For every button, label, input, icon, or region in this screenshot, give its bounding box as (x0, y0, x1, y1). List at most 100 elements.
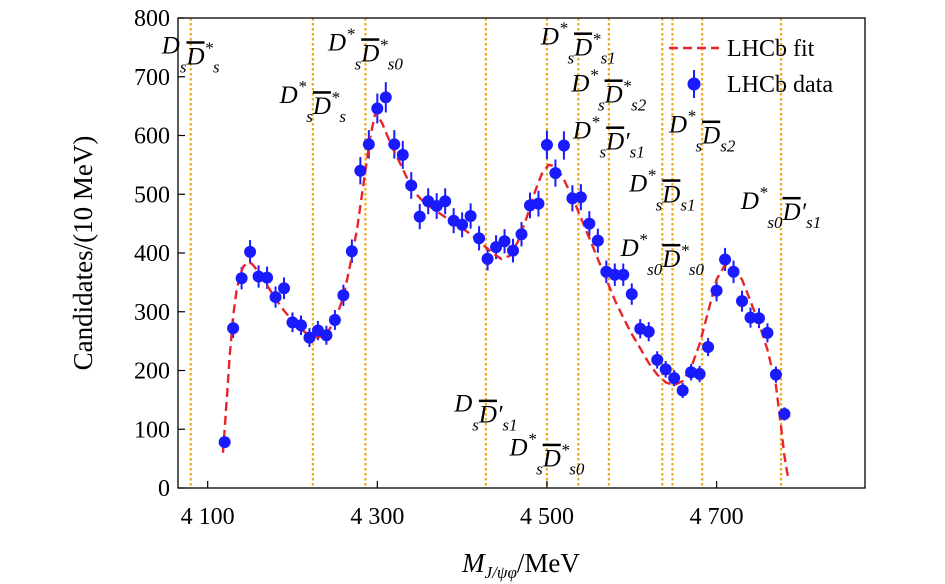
x-axis-title-subscript: J/ψφ (485, 563, 517, 582)
svg-text:D*sD*s2: D*sD*s2 (570, 65, 646, 114)
svg-text:D*sD*s0: D*sD*s0 (327, 24, 403, 73)
legend-fit-label: LHCb fit (727, 36, 815, 62)
y-tick-label: 200 (134, 359, 170, 385)
svg-text:D*sDs2: D*sDs2 (668, 107, 736, 156)
data-point (617, 268, 630, 281)
data-point (574, 191, 587, 204)
threshold-label: D*s0D*s0 (620, 230, 705, 279)
legend-data-swatch (687, 77, 701, 91)
threshold-label: D*sDs1 (628, 165, 695, 214)
data-point (456, 218, 469, 231)
x-axis-title-unit: /MeV (517, 548, 580, 578)
y-tick-label: 300 (134, 300, 170, 326)
data-point (261, 271, 274, 284)
y-tick-label: 400 (134, 241, 170, 267)
threshold-label: D*sD′s1 (572, 112, 645, 161)
svg-text:D*s0D*s0: D*s0D*s0 (620, 230, 705, 279)
threshold-label: D*sD*s1 (540, 18, 616, 67)
threshold-lines (189, 18, 783, 488)
data-point (278, 282, 291, 295)
legend-data-label: LHCb data (727, 72, 833, 98)
legend: LHCb fit LHCb data (669, 36, 833, 98)
data-point (218, 436, 231, 449)
x-axis: 4 100 4 300 4 500 4 700 (181, 481, 744, 530)
threshold-label: D*sD*s2 (570, 65, 646, 114)
data-point (354, 164, 367, 177)
data-point (328, 313, 341, 326)
data-points (218, 91, 791, 449)
data-point (719, 253, 732, 266)
svg-text:D*sDs1: D*sDs1 (628, 165, 695, 214)
svg-text:D*sD*s0: D*sD*s0 (509, 430, 585, 479)
data-point (668, 372, 681, 385)
data-point (244, 245, 257, 258)
fit-curve (221, 108, 789, 477)
threshold-label: D*s0D′s1 (740, 183, 821, 232)
x-axis-title: MJ/ψφ/MeV (461, 548, 580, 582)
data-point (388, 138, 401, 151)
data-point (752, 312, 765, 325)
x-tick-label: 4 700 (690, 504, 744, 530)
data-point (269, 291, 282, 304)
data-point (651, 353, 664, 366)
threshold-label: D*sD*s (279, 77, 347, 126)
x-axis-title-symbol: M (461, 548, 486, 578)
data-point (710, 284, 723, 297)
threshold-label: D*sDs2 (668, 107, 736, 156)
data-point (464, 209, 477, 222)
data-point (557, 139, 570, 152)
data-point (736, 295, 749, 308)
data-point (498, 235, 511, 248)
data-point (515, 228, 528, 241)
data-point (405, 179, 418, 192)
data-point (235, 272, 248, 285)
data-point (481, 252, 494, 265)
data-point (659, 363, 672, 376)
data-point (227, 322, 240, 335)
data-point (727, 265, 740, 278)
data-point (693, 368, 706, 381)
y-tick-label: 800 (134, 6, 170, 32)
svg-text:D*sD*s: D*sD*s (279, 77, 347, 126)
data-point (769, 368, 782, 381)
y-axis-title: Candidates/(10 MeV) (68, 136, 98, 371)
data-point (413, 210, 426, 223)
threshold-label: DsD*s (161, 32, 220, 76)
data-point (320, 329, 333, 342)
svg-text:DsD*s: DsD*s (161, 32, 220, 76)
data-point (490, 241, 503, 254)
svg-text:D*sD′s1: D*sD′s1 (572, 112, 645, 161)
data-point (396, 148, 409, 161)
data-point (532, 197, 545, 210)
data-point (345, 245, 358, 258)
data-point (702, 341, 715, 353)
data-point (473, 232, 486, 245)
data-point (337, 289, 350, 302)
threshold-annotations: DsD*sD*sD*sD*sD*s0DsD′s1D*sD*s0D*sD*s1D*… (161, 18, 821, 478)
y-tick-label: 100 (134, 417, 170, 443)
data-point (761, 326, 774, 339)
data-point (625, 288, 638, 301)
data-point (371, 102, 384, 115)
data-point (507, 244, 520, 257)
x-tick-label: 4 100 (181, 504, 235, 530)
data-point (583, 217, 596, 230)
svg-text:D*s0D′s1: D*s0D′s1 (740, 183, 821, 232)
data-point (591, 234, 604, 247)
svg-text:DsD′s1: DsD′s1 (453, 391, 517, 435)
x-tick-label: 4 500 (520, 504, 574, 530)
data-point (439, 195, 452, 208)
threshold-label: D*sD*s0 (509, 430, 585, 479)
data-point (379, 91, 392, 104)
data-point (642, 325, 655, 338)
y-tick-label: 600 (134, 124, 170, 150)
data-point (549, 167, 562, 180)
threshold-label: D*sD*s0 (327, 24, 403, 73)
y-axis: 0 100 200 300 400 500 600 700 800 (134, 6, 185, 502)
data-point (778, 407, 791, 420)
x-tick-label: 4 300 (350, 504, 404, 530)
svg-text:D*sD*s1: D*sD*s1 (540, 18, 616, 67)
y-tick-label: 500 (134, 182, 170, 208)
data-point (303, 331, 316, 344)
